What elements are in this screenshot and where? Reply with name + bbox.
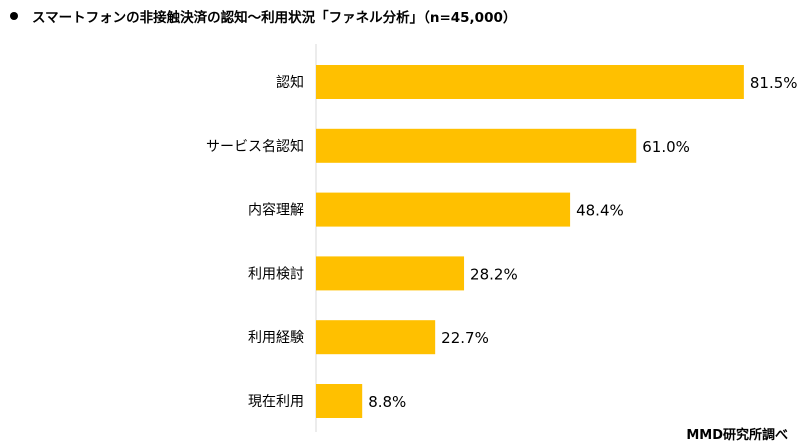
data-label: 28.2%	[470, 265, 518, 283]
data-label: 8.8%	[368, 393, 406, 411]
bar	[316, 384, 363, 418]
chart-title: スマートフォンの非接触決済の認知～利用状況「ファネル分析」（n=45,000）	[32, 10, 517, 26]
source-credit: MMD研究所調べ	[686, 428, 788, 443]
bar	[316, 256, 465, 291]
data-label: 61.0%	[642, 138, 690, 156]
category-label: 利用検討	[248, 266, 304, 282]
data-label: 22.7%	[441, 329, 489, 347]
bar	[316, 320, 436, 355]
category-label: 内容理解	[248, 202, 304, 219]
bar	[316, 192, 571, 227]
bullet-icon	[10, 12, 18, 20]
data-label: 48.4%	[576, 202, 624, 220]
bar	[316, 65, 744, 99]
category-label: 認知	[276, 74, 304, 91]
bar	[316, 128, 637, 163]
chart-title-row: スマートフォンの非接触決済の認知～利用状況「ファネル分析」（n=45,000）	[10, 6, 516, 26]
data-label: 81.5%	[750, 74, 798, 92]
category-label: サービス名認知	[206, 138, 304, 155]
category-label: 利用経験	[248, 330, 304, 346]
category-label: 現在利用	[248, 394, 304, 410]
